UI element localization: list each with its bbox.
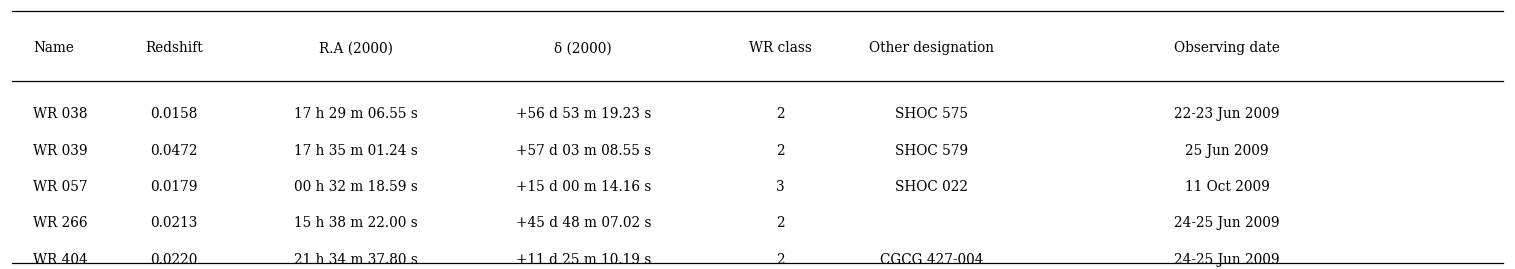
Text: 2: 2 [776,144,785,158]
Text: 3: 3 [776,180,785,194]
Text: +45 d 48 m 07.02 s: +45 d 48 m 07.02 s [515,216,651,230]
Text: WR 039: WR 039 [33,144,88,158]
Text: Observing date: Observing date [1174,41,1280,55]
Text: 21 h 34 m 37.80 s: 21 h 34 m 37.80 s [294,253,418,267]
Text: 15 h 38 m 22.00 s: 15 h 38 m 22.00 s [294,216,418,230]
Text: SHOC 579: SHOC 579 [895,144,968,158]
Text: Other designation: Other designation [870,41,994,55]
Text: Name: Name [33,41,74,55]
Text: 17 h 29 m 06.55 s: 17 h 29 m 06.55 s [294,107,418,121]
Text: 2: 2 [776,216,785,230]
Text: 0.0158: 0.0158 [150,107,198,121]
Text: 24-25 Jun 2009: 24-25 Jun 2009 [1174,253,1280,267]
Text: WR 038: WR 038 [33,107,88,121]
Text: 2: 2 [776,253,785,267]
Text: 0.0179: 0.0179 [150,180,198,194]
Text: 11 Oct 2009: 11 Oct 2009 [1185,180,1270,194]
Text: 25 Jun 2009: 25 Jun 2009 [1185,144,1270,158]
Text: CGCG 427-004: CGCG 427-004 [880,253,983,267]
Text: SHOC 022: SHOC 022 [895,180,968,194]
Text: 00 h 32 m 18.59 s: 00 h 32 m 18.59 s [294,180,418,194]
Text: 0.0213: 0.0213 [150,216,198,230]
Text: +11 d 25 m 10.19 s: +11 d 25 m 10.19 s [515,253,651,267]
Text: WR 404: WR 404 [33,253,88,267]
Text: +56 d 53 m 19.23 s: +56 d 53 m 19.23 s [515,107,651,121]
Text: 0.0220: 0.0220 [150,253,198,267]
Text: R.A (2000): R.A (2000) [320,41,392,55]
Text: 0.0472: 0.0472 [150,144,198,158]
Text: 22-23 Jun 2009: 22-23 Jun 2009 [1174,107,1280,121]
Text: +57 d 03 m 08.55 s: +57 d 03 m 08.55 s [515,144,651,158]
Text: +15 d 00 m 14.16 s: +15 d 00 m 14.16 s [515,180,651,194]
Text: Redshift: Redshift [145,41,203,55]
Text: 24-25 Jun 2009: 24-25 Jun 2009 [1174,216,1280,230]
Text: SHOC 575: SHOC 575 [895,107,968,121]
Text: WR 057: WR 057 [33,180,88,194]
Text: WR 266: WR 266 [33,216,88,230]
Text: δ (2000): δ (2000) [554,41,612,55]
Text: 2: 2 [776,107,785,121]
Text: WR class: WR class [748,41,812,55]
Text: 17 h 35 m 01.24 s: 17 h 35 m 01.24 s [294,144,418,158]
